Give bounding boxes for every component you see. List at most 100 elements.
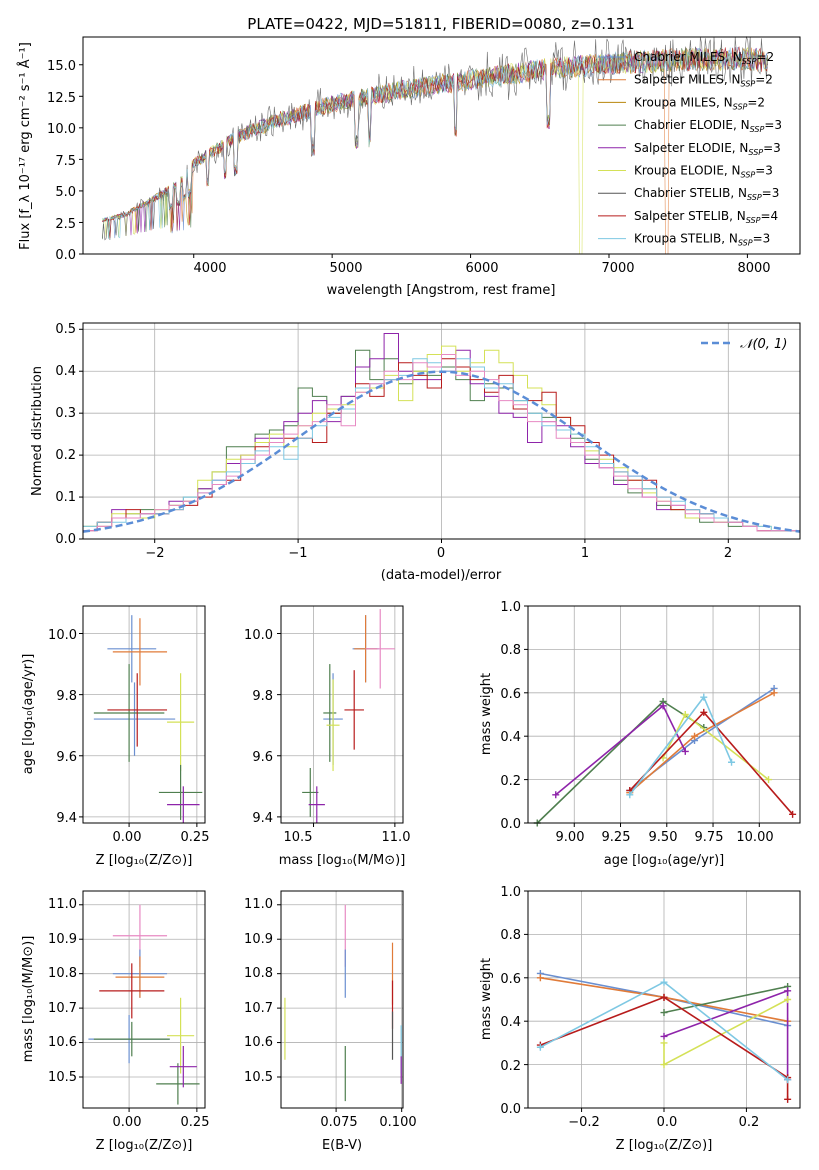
spectrum-xlabel: wavelength [Angstrom, rest frame] [327,283,556,298]
massz-ytick-label: 11.0 [48,897,77,912]
mass-weight-vs-age-plot [524,605,800,827]
ebv-ytick-label: 10.5 [244,1070,273,1085]
mwz-xtick-label: −0.2 [568,1115,600,1130]
mwz-xtick-label: 0.2 [739,1115,760,1130]
spectrum-plot-area [79,35,768,258]
mwz-ytick-label: 0.2 [500,1059,521,1074]
ebv-xtick-label: 0.075 [320,1115,357,1130]
mass-vs-ebv-panel: 0.075 0.100 10.5 10.6 10.7 10.8 10.9 11.… [244,890,417,1153]
residual-panel: −2 −1 0 1 2 0.0 0.1 0.2 0.3 0.4 0.5 (dat… [30,322,801,583]
ebv-ytick-label: 10.9 [244,932,273,947]
agem-xtick-label: 11.0 [382,830,411,845]
mwage-xtick-label: 9.75 [695,830,724,845]
ebv-ytick-label: 10.6 [244,1035,273,1050]
mass-weight-vs-metallicity-frame [527,890,801,1109]
spectrum-xtick-label: 8000 [737,261,770,276]
mwz-ytick-label: 0.4 [500,1015,521,1030]
mwage-xtick-label: 9.25 [602,830,631,845]
age-vs-mass-panel: 10.5 11.0 9.4 9.6 9.8 10.0 mass [log₁₀(M… [244,605,411,868]
mwage-ytick-label: 0.8 [500,643,521,658]
spectrum-xtick-label: 7000 [601,261,634,276]
spectrum-panel: PLATE=0422, MJD=51811, FIBERID=0080, z=0… [17,15,801,298]
massz-xtick-label: 0.00 [113,1115,142,1130]
ebv-xlabel: E(B-V) [322,1138,362,1153]
mwage-point-marker [770,689,778,697]
mwage-point-marker [700,708,708,716]
mwage-point-marker [700,693,708,701]
spectrum-ylabel: Flux [f_λ 10⁻¹⁷ erg cm⁻² s⁻¹ Å⁻¹] [17,42,33,250]
residual-ytick-label: 0.1 [55,490,76,505]
agez-ylabel: age [log₁₀(age/yr)] [21,654,36,775]
residual-ytick-label: 0.4 [55,364,76,379]
mwage-ytick-label: 0.0 [500,817,521,832]
mass-vs-metallicity-plot [79,891,205,1112]
mwz-point-marker [536,974,544,982]
massz-xlabel: Z [log₁₀(Z/Z⊙)] [96,1138,193,1153]
agem-ytick-label: 9.8 [252,689,273,704]
agez-xlabel: Z [log₁₀(Z/Z⊙)] [96,853,193,868]
spectrum-xtick-label: 5000 [329,261,362,276]
agem-xtick-label: 10.5 [284,830,313,845]
mwage-point-marker [659,702,667,710]
mwz-ytick-label: 0.0 [500,1102,521,1117]
age-vs-metallicity-plot [79,606,205,827]
massz-ytick-label: 10.9 [48,932,77,947]
spectrum-ytick-label: 0.0 [55,248,76,263]
residual-xtick-label: 2 [724,546,732,561]
residual-ytick-label: 0.5 [55,322,76,337]
mwz-point-marker [660,1039,668,1047]
residual-xtick-label: −1 [288,546,307,561]
spectrum-ytick-label: 15.0 [47,59,76,74]
mwage-ytick-label: 0.4 [500,730,521,745]
mass-weight-vs-age-panel: 9.00 9.25 9.50 9.75 10.00 0.0 0.2 0.4 0.… [479,600,801,868]
gaussian-legend-label: 𝒩(0, 1) [740,337,787,352]
agez-xtick-label: 0.00 [113,830,142,845]
spectrum-xtick-label: 4000 [193,261,226,276]
mwage-series-line [629,692,775,794]
mass-vs-ebv-plot [277,891,403,1112]
mwz-ytick-label: 1.0 [500,885,521,900]
mwz-point-marker [784,1095,792,1103]
mwz-point-marker [784,996,792,1003]
mwage-point-marker [691,732,699,740]
residual-legend: 𝒩(0, 1) [701,337,787,352]
spectrum-title: PLATE=0422, MJD=51811, FIBERID=0080, z=0… [247,15,634,33]
agem-xlabel: mass [log₁₀(M/M⊙)] [279,853,406,868]
mwage-point-marker [681,747,689,755]
mass-weight-vs-metallicity-plot [524,890,800,1112]
mass-weight-vs-age-frame [527,605,801,824]
mwage-xtick-label: 9.50 [649,830,678,845]
spectrum-ytick-label: 10.0 [47,122,76,137]
mwz-xlabel: Z [log₁₀(Z/Z⊙)] [616,1138,713,1153]
mwz-point-marker [660,1032,668,1040]
ebv-xtick-label: 0.100 [379,1115,416,1130]
residual-ylabel: Normed distribution [30,366,45,496]
mass-weight-vs-metallicity-panel: −0.2 0.0 0.2 0.0 0.2 0.4 0.6 0.8 1.0 Z [… [479,885,801,1153]
mwage-ytick-label: 1.0 [500,600,521,615]
mwz-series-line [540,996,789,1100]
mwz-series-line [663,985,788,1014]
massz-ytick-label: 10.7 [48,1001,77,1016]
mwage-point-marker [552,791,560,799]
mwz-xtick-label: 0.0 [657,1115,678,1130]
mwz-point-marker [660,978,668,986]
mwz-point-marker [536,1043,544,1051]
mass-vs-metallicity-frame [82,890,206,1109]
mwage-xtick-label: 10.00 [736,830,773,845]
residual-ytick-label: 0.2 [55,448,76,463]
mwz-point-marker [784,1076,792,1084]
residual-xlabel: (data-model)/error [381,568,502,583]
mwz-ytick-label: 0.6 [500,972,521,987]
residual-ytick-label: 0.3 [55,406,76,421]
mwage-xtick-label: 9.00 [556,830,585,845]
agez-xtick-label: 0.25 [181,830,210,845]
spectrum-legend-label: Kroupa STELIB, NSSP=3 [634,232,770,248]
residual-xtick-label: 1 [581,546,589,561]
massz-ylabel: mass [log₁₀(M/M⊙)] [21,936,36,1063]
mass-vs-metallicity-panel: 0.00 0.25 10.5 10.6 10.7 10.8 10.9 11.0 … [21,890,209,1153]
age-vs-metallicity-panel: 0.00 0.25 9.4 9.6 9.8 10.0 Z [log₁₀(Z/Z⊙… [21,605,210,868]
residual-plot-area [79,323,801,543]
spectrum-frame [82,36,801,255]
spectrum-series-line [102,35,768,241]
